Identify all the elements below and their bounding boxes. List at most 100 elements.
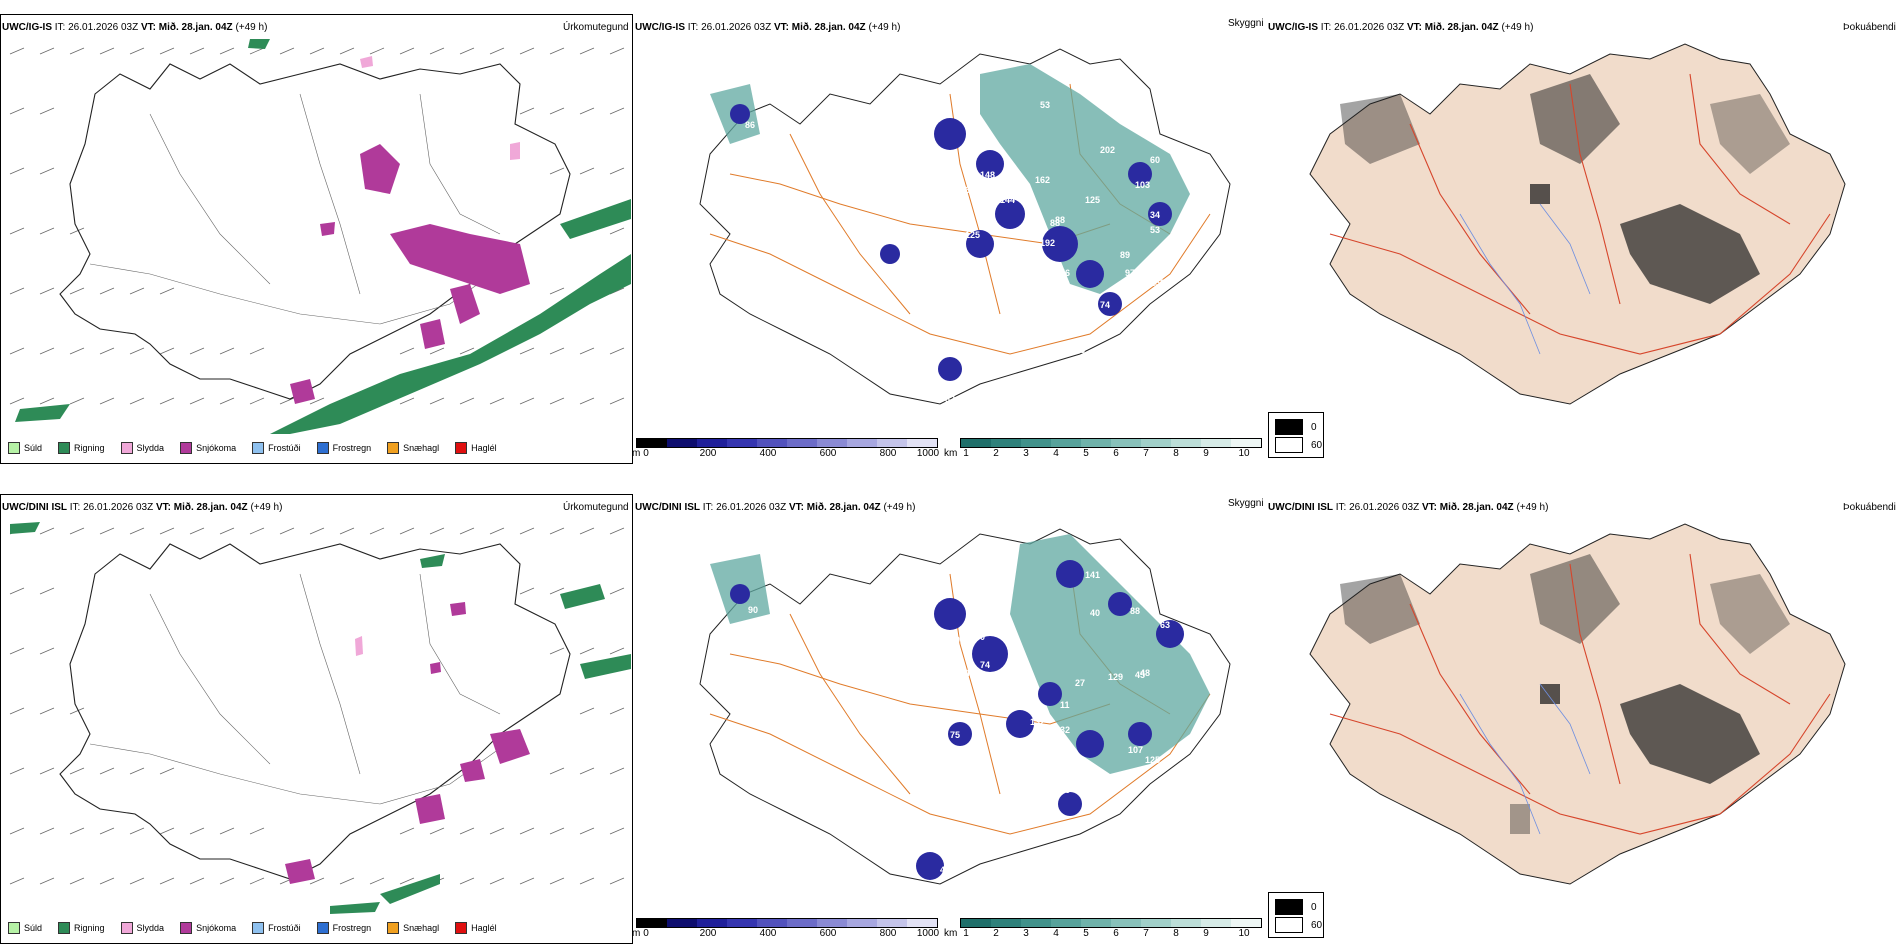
- scale-tick: 0: [643, 928, 649, 939]
- visibility-scale-ticks: km 1 2 3 4 5 6 7 8 9 10: [944, 928, 1262, 940]
- scale-tick: 9: [1203, 928, 1209, 939]
- iceland-land: [1309, 523, 1846, 885]
- fog-swatch: [1275, 917, 1303, 933]
- scale-tick: 400: [759, 928, 777, 939]
- scale-tick: 5: [1083, 448, 1089, 459]
- precip-map-frame: [0, 494, 633, 944]
- scale-tick: 1000: [916, 928, 940, 939]
- fog-legend-row: 60: [1275, 917, 1323, 933]
- scale-tick: 1: [963, 928, 969, 939]
- fog-legend-row: 0: [1275, 419, 1323, 435]
- visibility-value-label: 53: [1150, 225, 1161, 235]
- legend-swatch: [120, 922, 133, 934]
- visibility-value-label: 105: [990, 674, 1006, 684]
- visibility-value-label: 202: [1100, 145, 1116, 155]
- visibility-title: Skyggni: [1228, 18, 1264, 29]
- visibility-value-label: 74: [980, 660, 991, 670]
- visibility-value-label: 132: [1030, 717, 1046, 727]
- legend-swatch: [58, 922, 71, 934]
- fog-title: Þokuábendi: [1843, 502, 1896, 513]
- fog-header: UWC/IG-IS IT: 26.01.2026 03Z VT: Mið. 28…: [1268, 22, 1534, 33]
- visibility-value-label: 107: [1128, 745, 1144, 755]
- sleet-areas: [355, 636, 363, 656]
- legend-item: Haglél: [455, 442, 497, 454]
- scale-tick: 5: [1083, 928, 1089, 939]
- rain-areas: [15, 39, 631, 434]
- visibility-value-label: 75: [1060, 785, 1071, 795]
- scale-tick: 8: [1173, 928, 1179, 939]
- scale-tick: 200: [699, 448, 717, 459]
- fog-legend-row: 60: [1275, 437, 1323, 453]
- legend-item: Haglél: [455, 922, 497, 934]
- visibility-value-label: 125: [1085, 195, 1101, 205]
- scale-unit: km: [944, 928, 958, 939]
- fog-header: UWC/DINI ISL IT: 26.01.2026 03Z VT: Mið.…: [1268, 502, 1549, 513]
- cloudbase-areas: [730, 560, 1184, 880]
- wind-barbs: [9, 47, 625, 405]
- visibility-value-label: 53: [1185, 635, 1196, 645]
- visibility-value-label: 76: [1060, 268, 1071, 278]
- legend-item: Snjókoma: [180, 922, 236, 934]
- visibility-value-label: 60: [975, 632, 986, 642]
- fog-map: [1309, 43, 1846, 405]
- scale-tick: 200: [699, 928, 717, 939]
- legend-swatch: [387, 922, 400, 934]
- fog-swatch: [1275, 899, 1303, 915]
- legend-item: Frostregn: [316, 922, 371, 934]
- legend-swatch: [180, 442, 193, 454]
- legend-item: Súld: [8, 922, 42, 934]
- roads: [89, 573, 521, 805]
- scale-tick: 7: [1143, 448, 1149, 459]
- fog-legend: 0 60: [1268, 892, 1324, 938]
- legend-swatch: [8, 442, 20, 454]
- visibility-value-label: 144: [1000, 195, 1016, 205]
- visibility-value-label: 93: [760, 90, 771, 100]
- visibility-value-label: 141: [1085, 570, 1101, 580]
- legend-swatch: [120, 442, 133, 454]
- visibility-value-label: 162: [1035, 175, 1051, 185]
- scale-tick: 7: [1143, 928, 1149, 939]
- visibility-value-label: 64: [960, 668, 971, 678]
- iceland-outline: [699, 48, 1231, 405]
- iceland-outline: [59, 63, 571, 400]
- fog-swatch: [1275, 437, 1303, 453]
- cloudbase-scale-ticks: m 0 200 400 600 800 1000: [632, 928, 940, 940]
- iceland-land: [1309, 43, 1846, 405]
- sleet-areas: [360, 56, 520, 160]
- visibility-value-label: 45: [1135, 670, 1146, 680]
- scale-unit: m: [632, 928, 641, 939]
- visibility-value-label: 148: [980, 170, 996, 180]
- scale-tick: 3: [1023, 448, 1029, 459]
- visibility-value-label: 75: [950, 730, 961, 740]
- fog-swatch: [1275, 419, 1303, 435]
- legend-item: Frostregn: [316, 442, 371, 454]
- precip-header: UWC/IG-IS IT: 26.01.2026 03Z VT: Mið. 28…: [2, 22, 268, 33]
- rain-areas: [10, 522, 631, 914]
- visibility-header: UWC/DINI ISL IT: 26.01.2026 03Z VT: Mið.…: [635, 502, 916, 513]
- scale-tick: 1000: [916, 448, 940, 459]
- scale-tick: 800: [879, 928, 897, 939]
- precip-header: UWC/DINI ISL IT: 26.01.2026 03Z VT: Mið.…: [2, 502, 283, 513]
- visibility-value-label: 60: [1150, 155, 1161, 165]
- scale-tick: 400: [759, 448, 777, 459]
- roads: [89, 93, 521, 325]
- snow-areas: [290, 144, 530, 404]
- legend-item: Frostúði: [252, 442, 301, 454]
- visibility-map: [699, 528, 1231, 885]
- visibility-value-label: 125: [1145, 755, 1161, 765]
- legend-item: Slydda: [120, 922, 164, 934]
- scale-tick: 4: [1053, 928, 1059, 939]
- scale-tick: 6: [1113, 928, 1119, 939]
- visibility-value-label: 53: [1040, 100, 1051, 110]
- visibility-value-label: 11: [1060, 700, 1070, 710]
- visibility-value-label: 105: [1070, 345, 1086, 355]
- legend-item: Rigning: [58, 922, 105, 934]
- visibility-scale-ticks: km 1 2 3 4 5 6 7 8 9 10: [944, 448, 1262, 460]
- legend-swatch: [455, 922, 468, 934]
- legend-swatch: [316, 922, 329, 934]
- visibility-value-label: 41: [940, 865, 951, 875]
- fog-title: Þokuábendi: [1843, 22, 1896, 33]
- visibility-value-label: 73: [1100, 780, 1111, 790]
- scale-tick: 0: [643, 448, 649, 459]
- cloudbase-scale-bar: [636, 438, 938, 448]
